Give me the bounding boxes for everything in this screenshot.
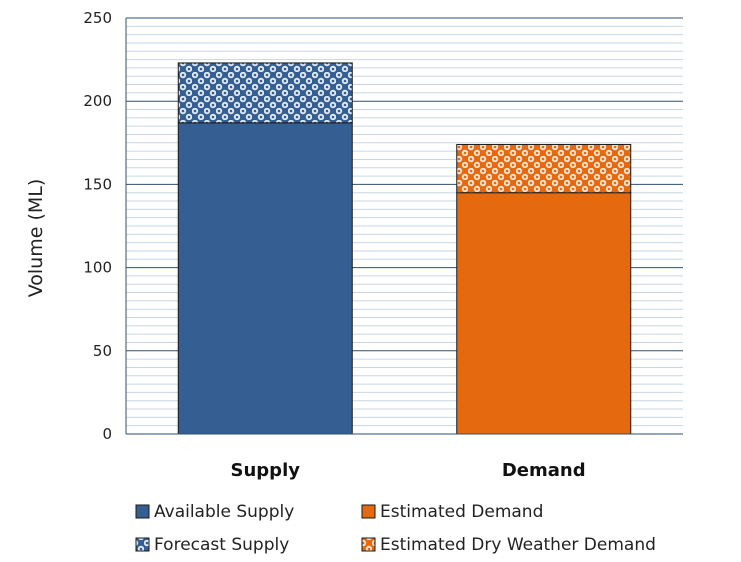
y-tick-label: 200	[83, 92, 112, 110]
axes: 0 50 100 150 200 250 Supply Demand	[83, 9, 683, 481]
bar-available-supply	[177, 122, 353, 435]
legend-swatch	[361, 504, 376, 519]
x-category-label: Demand	[502, 460, 586, 481]
legend-label: Estimated Dry Weather Demand	[380, 535, 656, 555]
legend-label: Estimated Demand	[380, 502, 543, 522]
bar-estimated-dry-weather-demand	[456, 143, 632, 194]
y-tick-label: 100	[83, 259, 112, 277]
axis-labels: Volume (ML)	[25, 179, 47, 298]
y-tick-label: 250	[83, 9, 112, 27]
legend: Available Supply Forecast Supply Estimated…	[135, 502, 656, 555]
x-category-label: Supply	[231, 460, 301, 481]
legend-label: Available Supply	[154, 502, 294, 522]
legend-swatch	[361, 537, 376, 552]
y-tick-label: 50	[93, 342, 112, 360]
y-axis-label: Volume (ML)	[25, 179, 47, 298]
y-tick-label: 0	[102, 425, 112, 443]
bar-estimated-demand	[456, 192, 632, 435]
legend-swatch	[135, 537, 150, 552]
legend-label: Forecast Supply	[154, 535, 289, 555]
bar-forecast-supply	[177, 62, 353, 124]
legend-swatch	[135, 504, 150, 519]
y-tick-label: 150	[83, 175, 112, 193]
bars	[177, 62, 632, 435]
